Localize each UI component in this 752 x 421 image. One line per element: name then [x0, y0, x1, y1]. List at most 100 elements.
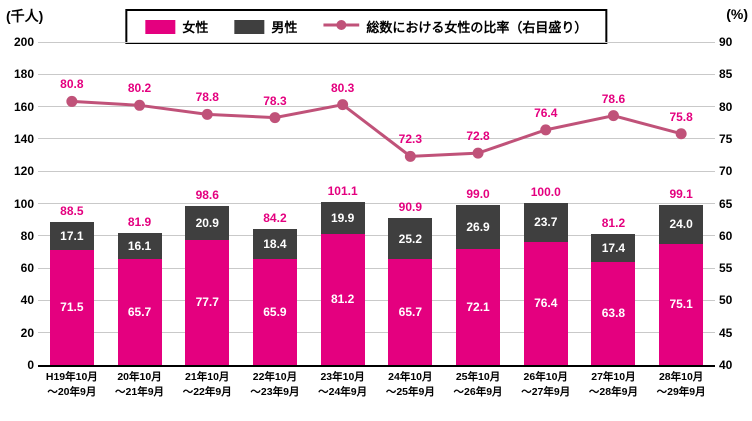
legend-item-female: 女性: [145, 17, 208, 36]
legend: 女性 男性 総数における女性の比率（右目盛り）: [125, 9, 608, 44]
y-axis-tick-left: 140: [13, 131, 34, 146]
bar-female: [456, 248, 501, 365]
bar-female: [185, 239, 230, 365]
left-axis-unit: (千人): [6, 8, 44, 24]
x-axis-label: 27年10月 ～28年9月: [588, 371, 638, 399]
y-axis-tick-right: 70: [719, 164, 733, 179]
legend-item-male: 男性: [234, 17, 297, 36]
bar-female: [659, 243, 704, 365]
y-axis-tick-right: 85: [719, 67, 733, 82]
legend-item-ratio: 総数における女性の比率（右目盛り）: [323, 17, 587, 36]
y-axis-tick-left: 160: [13, 99, 34, 114]
line-point-value: 76.4: [534, 105, 558, 120]
bar-group: 65.9 18.4: [252, 42, 297, 365]
bar-total-value: 90.9: [398, 200, 423, 215]
y-axis-tick-right: 60: [719, 228, 733, 243]
bar-male: [185, 205, 230, 240]
gridline: [38, 267, 715, 269]
bar-group: 77.7 20.9: [185, 42, 230, 365]
bar-female: [49, 249, 94, 365]
bar-total-value: 88.5: [60, 203, 84, 218]
y-axis-tick-left: 60: [20, 261, 34, 276]
bar-female-value: 76.4: [534, 296, 558, 311]
gridline: [38, 235, 715, 237]
y-axis-tick-left: 80: [20, 228, 34, 243]
gridline: [38, 332, 715, 334]
x-axis-label: 25年10月 ～26年9月: [453, 371, 503, 399]
bar-total-value: 99.1: [669, 186, 693, 201]
y-axis-tick-right: 65: [719, 196, 733, 211]
bar-female: [388, 258, 433, 365]
y-axis-tick-left: 200: [13, 35, 34, 49]
male-swatch-icon: [234, 19, 265, 34]
bar-female: [320, 233, 365, 365]
line-point-value: 80.3: [330, 80, 355, 95]
bar-male-value: 17.4: [601, 240, 626, 255]
line-point-value: 72.3: [398, 132, 423, 147]
line-point-value: 80.2: [127, 81, 152, 96]
line-point-value: 78.8: [195, 90, 219, 105]
bar-female-value: 65.7: [127, 304, 152, 319]
x-axis-label: 24年10月 ～25年9月: [385, 371, 435, 399]
y-axis-tick-right: 75: [719, 131, 733, 146]
bar-male-value: 25.2: [398, 231, 423, 246]
bar-group: 71.5 17.1: [49, 42, 94, 365]
y-axis-tick-right: 40: [719, 358, 733, 372]
bar-female-value: 81.2: [330, 292, 355, 307]
line-point-value: 75.8: [669, 109, 693, 124]
plot-area: 71.5 17.1 88.5 65.7 16.1 81.9 77.7 20.9 98.6 65.9…: [38, 41, 715, 367]
bar-male-value: 18.4: [263, 236, 287, 251]
y-axis-left: 0 20 40 60 80 100 120 140 160 180 200: [0, 35, 34, 372]
right-axis-unit: (%): [726, 6, 748, 22]
bar-male: [320, 201, 365, 234]
bar-group: 76.4 23.7: [523, 42, 568, 365]
y-axis-tick-right: 55: [719, 261, 733, 276]
y-axis-tick-left: 20: [20, 325, 34, 340]
y-axis-tick-right: 80: [719, 99, 733, 114]
bar-total-value: 81.2: [601, 215, 626, 230]
legend-label-ratio: 総数における女性の比率（右目盛り）: [366, 20, 588, 35]
bar-female-value: 77.7: [195, 295, 219, 310]
bar-male: [49, 221, 94, 250]
bar-male: [523, 203, 568, 242]
y-axis-tick-right: 50: [719, 293, 733, 308]
bar-total-value: 99.0: [466, 187, 490, 202]
bar-female-value: 65.9: [263, 304, 287, 319]
x-axis-label: 21年10月 ～22年9月: [182, 371, 232, 399]
bar-group: 75.1 24.0: [659, 42, 704, 365]
bar-male: [659, 204, 704, 244]
gridline: [38, 203, 715, 204]
bar-group: 72.1 26.9: [456, 42, 501, 365]
bar-male: [117, 232, 162, 259]
y-axis-tick-left: 40: [20, 293, 34, 308]
bar-female-value: 65.7: [398, 304, 423, 319]
bar-female-value: 72.1: [466, 299, 490, 314]
bar-male-value: 19.9: [330, 210, 355, 225]
legend-label-male: 男性: [271, 20, 298, 35]
bar-total-value: 98.6: [195, 187, 219, 202]
gridline: [38, 170, 715, 172]
bar-total-value: 84.2: [263, 210, 287, 225]
y-axis-tick-right: 90: [719, 35, 733, 49]
x-axis-label: 28年10月 ～29年9月: [656, 371, 706, 399]
bar-group: 81.2 19.9: [320, 42, 365, 365]
bar-female: [591, 261, 636, 365]
bar-group: 65.7 25.2: [388, 42, 433, 365]
y-axis-tick-left: 180: [13, 67, 34, 82]
bar-female-value: 71.5: [60, 300, 84, 315]
x-axis-label: 20年10月 ～21年9月: [115, 371, 165, 399]
bar-female-value: 63.8: [601, 306, 626, 321]
bar-total-value: 101.1: [327, 183, 358, 198]
bar-female: [117, 258, 162, 365]
bar-male: [388, 218, 433, 259]
bar-total-value: 100.0: [530, 185, 561, 200]
bar-male-value: 26.9: [466, 219, 490, 234]
line-marker-icon: [323, 18, 360, 35]
female-swatch-icon: [145, 19, 176, 34]
bar-female: [252, 258, 297, 365]
gridline: [38, 41, 715, 43]
line-point-value: 78.3: [263, 93, 287, 108]
x-axis-label: 22年10月 ～23年9月: [250, 371, 300, 399]
bar-female-value: 75.1: [669, 297, 693, 312]
